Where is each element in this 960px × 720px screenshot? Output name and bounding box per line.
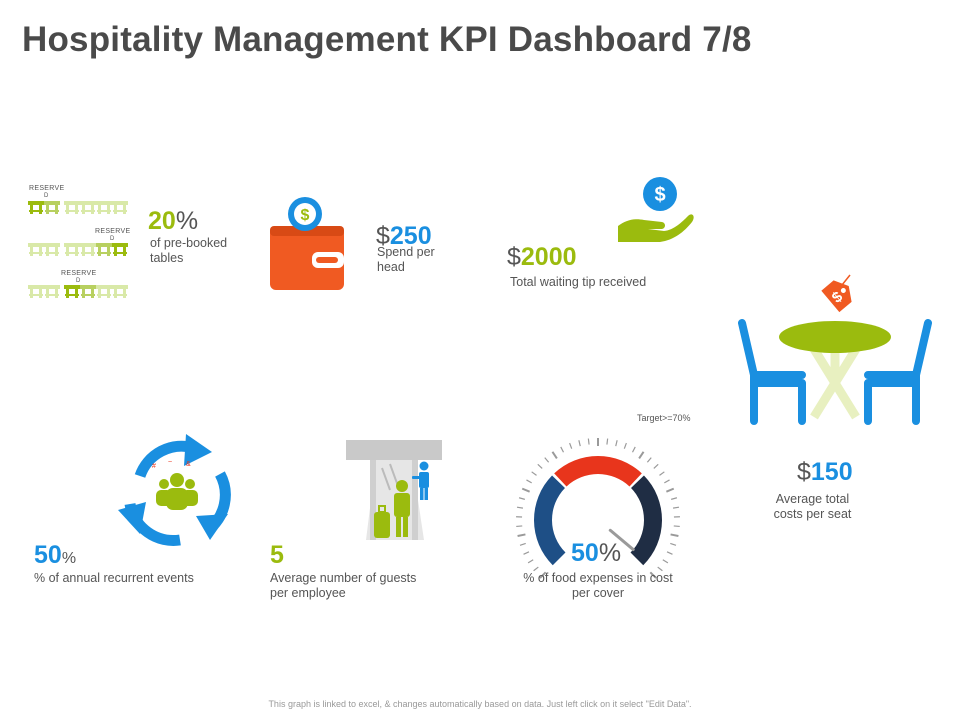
- reserve-label: RESERVE: [95, 228, 131, 235]
- reserve-label: RESERVE: [61, 270, 97, 277]
- gauge-tick: [518, 497, 526, 500]
- gauge-tick: [659, 471, 665, 476]
- events-label: % of annual recurrent events: [34, 571, 194, 585]
- gauge-segment: [630, 475, 662, 566]
- gauge-tick: [526, 479, 532, 484]
- tip-value: $2000: [507, 243, 577, 271]
- gauge-tick: [657, 566, 663, 572]
- gauge-tick: [521, 487, 531, 493]
- events-value: 50%: [34, 541, 77, 569]
- guests-label: Average number of guests per employee: [270, 571, 417, 600]
- reserve-sub: D: [44, 193, 49, 199]
- gauge-tick: [539, 571, 547, 579]
- gauge-tick: [516, 506, 524, 509]
- gauge-tick: [631, 446, 636, 453]
- gauge-tick: [665, 487, 675, 493]
- spend-value: $250: [376, 222, 432, 250]
- tip-label: Total waiting tip received: [510, 275, 647, 289]
- gauge-tick: [569, 442, 573, 449]
- gauge-tick: [670, 497, 678, 500]
- gauge-tick: [670, 542, 677, 546]
- gauge-tick: [606, 438, 609, 445]
- gauge-tick: [517, 533, 526, 537]
- gauge-segment: [534, 475, 566, 566]
- reserve-sub: D: [76, 278, 81, 284]
- gauge-tick: [560, 446, 565, 453]
- gauge-tick: [578, 440, 581, 447]
- gauge-tick: [527, 559, 534, 564]
- gauge-tick: [623, 442, 627, 449]
- table-chairs-icon: $: [738, 274, 932, 425]
- svg-text:&: &: [186, 461, 191, 468]
- prebooked-value: 20%: [148, 207, 199, 235]
- gauge-needle: [608, 528, 635, 552]
- gauge-tick: [649, 571, 657, 579]
- gauge-tick: [653, 463, 659, 469]
- reserve-label: RESERVE: [29, 185, 65, 192]
- guest-employee-icon: [346, 440, 442, 540]
- hand-dollar-icon: $: [618, 177, 694, 242]
- gauge-arcs: [534, 456, 662, 566]
- svg-text:$: $: [654, 184, 665, 206]
- gauge-tick: [646, 457, 652, 463]
- food-value: 50%: [571, 539, 622, 567]
- svg-text:$: $: [301, 207, 310, 224]
- footer-note: This graph is linked to excel, & changes…: [268, 699, 692, 709]
- gauge-tick: [672, 506, 680, 509]
- gauge-tick: [638, 451, 645, 460]
- gauge-icon: [516, 438, 680, 579]
- gauge-tick: [523, 551, 530, 555]
- gauge-tick: [533, 566, 539, 572]
- gauge-tick: [615, 440, 618, 447]
- guests-value: 5: [270, 541, 284, 569]
- wallet-icon: $: [270, 197, 344, 290]
- gauge-target-label: Target>=70%: [637, 413, 691, 423]
- gauge-tick: [662, 559, 669, 564]
- gauge-segment: [554, 456, 642, 487]
- gauge-tick: [670, 533, 679, 537]
- page-title: Hospitality Management KPI Dashboard 7/8: [22, 20, 752, 59]
- recycle-people-icon: # ~ &: [118, 434, 231, 546]
- gauge-ticks: [516, 438, 680, 579]
- prebooked-label: of pre-booked tables: [150, 236, 228, 265]
- gauge-tick: [531, 471, 537, 476]
- svg-text:#: #: [152, 463, 156, 470]
- gauge-tick: [551, 451, 558, 460]
- gauge-tick: [664, 479, 670, 484]
- reserve-sub: D: [110, 236, 115, 242]
- gauge-tick: [666, 551, 673, 555]
- gauge-tick: [537, 463, 543, 469]
- cost-seat-label: Average total costs per seat: [773, 492, 852, 521]
- gauge-tick: [519, 542, 526, 546]
- spend-label: Spend per head: [377, 245, 435, 274]
- food-label: % of food expenses in cost per cover: [523, 571, 673, 600]
- gauge-tick: [587, 438, 590, 445]
- cost-seat-value: $150: [797, 458, 853, 486]
- svg-text:~: ~: [168, 459, 172, 466]
- gauge-tick: [544, 457, 550, 463]
- table-rows-icon: [28, 201, 128, 298]
